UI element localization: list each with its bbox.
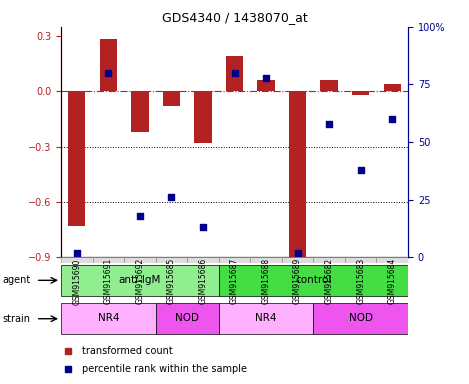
Point <box>262 74 270 81</box>
Text: GSM915684: GSM915684 <box>388 258 397 305</box>
FancyBboxPatch shape <box>187 257 219 263</box>
FancyBboxPatch shape <box>250 257 282 263</box>
Text: GSM915687: GSM915687 <box>230 258 239 305</box>
Text: strain: strain <box>2 314 30 324</box>
Point <box>73 250 81 256</box>
Text: GSM915689: GSM915689 <box>293 258 302 305</box>
Point <box>199 224 207 230</box>
Text: NR4: NR4 <box>255 313 277 323</box>
Point <box>325 121 333 127</box>
Bar <box>320 80 338 91</box>
Text: NR4: NR4 <box>98 313 119 323</box>
Text: GSM915692: GSM915692 <box>136 258 144 305</box>
Text: NOD: NOD <box>175 313 199 323</box>
FancyBboxPatch shape <box>156 303 219 334</box>
Text: anti-IgM: anti-IgM <box>119 275 161 285</box>
Text: GSM915685: GSM915685 <box>167 258 176 305</box>
FancyBboxPatch shape <box>345 257 377 263</box>
Bar <box>352 91 370 95</box>
FancyBboxPatch shape <box>124 257 156 263</box>
Bar <box>289 91 306 257</box>
FancyBboxPatch shape <box>61 265 219 296</box>
FancyBboxPatch shape <box>313 257 345 263</box>
Bar <box>68 91 85 226</box>
Text: GSM915683: GSM915683 <box>356 258 365 305</box>
Text: agent: agent <box>2 275 30 285</box>
FancyBboxPatch shape <box>377 257 408 263</box>
FancyBboxPatch shape <box>61 257 92 263</box>
Point <box>357 167 364 173</box>
FancyBboxPatch shape <box>219 303 313 334</box>
Text: GSM915691: GSM915691 <box>104 258 113 305</box>
Bar <box>257 80 275 91</box>
Text: percentile rank within the sample: percentile rank within the sample <box>82 364 247 374</box>
Point <box>388 116 396 122</box>
FancyBboxPatch shape <box>156 257 187 263</box>
Point <box>136 213 144 219</box>
Bar <box>163 91 180 106</box>
Text: transformed count: transformed count <box>82 346 173 356</box>
Text: GSM915686: GSM915686 <box>198 258 207 305</box>
Text: GSM915688: GSM915688 <box>262 258 271 304</box>
FancyBboxPatch shape <box>219 257 250 263</box>
Bar <box>194 91 212 143</box>
Text: GSM915682: GSM915682 <box>325 258 333 304</box>
FancyBboxPatch shape <box>92 257 124 263</box>
Point <box>105 70 112 76</box>
Text: NOD: NOD <box>349 313 373 323</box>
Text: control: control <box>295 275 332 285</box>
Text: GSM915690: GSM915690 <box>72 258 81 305</box>
FancyBboxPatch shape <box>282 257 313 263</box>
FancyBboxPatch shape <box>61 303 156 334</box>
Point <box>294 250 302 256</box>
Point <box>167 194 175 200</box>
Bar <box>226 56 243 91</box>
Bar <box>99 39 117 91</box>
FancyBboxPatch shape <box>313 303 408 334</box>
Title: GDS4340 / 1438070_at: GDS4340 / 1438070_at <box>162 11 307 24</box>
FancyBboxPatch shape <box>219 265 408 296</box>
Bar <box>384 84 401 91</box>
Point <box>231 70 238 76</box>
Bar <box>131 91 149 132</box>
